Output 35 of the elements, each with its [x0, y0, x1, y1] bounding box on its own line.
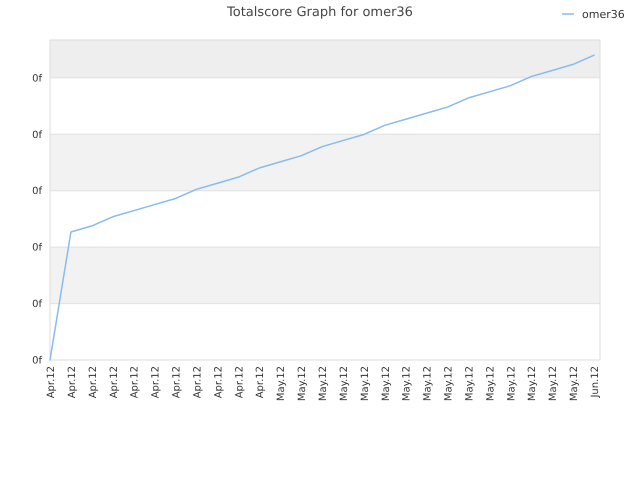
- chart-title: Totalscore Graph for omer36: [226, 5, 413, 20]
- x-tick-label: May.12: [548, 366, 560, 402]
- x-tick-label: May.12: [422, 366, 434, 402]
- text: 0f: [32, 242, 42, 254]
- x-tick-label: May.12: [485, 366, 496, 402]
- text: 0f: [32, 73, 42, 84]
- x-tick-label: Apr.12: [192, 366, 204, 398]
- x-tick-label: May.12: [276, 366, 288, 402]
- x-tick-label: Apr.12: [213, 366, 224, 398]
- legend-label: omer36: [582, 8, 625, 21]
- text: 0f: [32, 130, 42, 141]
- x-tick-label: Apr.12: [66, 366, 78, 398]
- x-tick-label: May.12: [338, 366, 350, 402]
- x-tick-label: May.12: [318, 366, 329, 402]
- x-tick-label: May.12: [506, 366, 518, 402]
- x-tick-label: May.12: [527, 366, 538, 402]
- x-tick-label: Apr.12: [46, 366, 57, 398]
- text: 0f: [32, 356, 42, 366]
- x-tick-label: May.12: [297, 366, 308, 402]
- x-tick-label: May.12: [444, 366, 455, 402]
- x-tick-label: Apr.12: [108, 366, 120, 398]
- x-tick-label: May.12: [360, 366, 371, 402]
- x-tick-label: Apr.12: [172, 366, 183, 398]
- x-tick-label: May.12: [380, 366, 392, 402]
- x-tick-label: Jun.12: [590, 366, 601, 399]
- x-tick-label: Apr.12: [150, 366, 162, 398]
- x-tick-label: Apr.12: [88, 366, 99, 398]
- x-tick-label: May.12: [402, 366, 413, 402]
- x-tick-label: Apr.12: [234, 366, 246, 398]
- text: 0f: [32, 299, 42, 310]
- x-tick-label: May.12: [569, 366, 580, 402]
- x-tick-label: Apr.12: [130, 366, 141, 398]
- text: 0f: [32, 186, 42, 198]
- x-tick-label: May.12: [464, 366, 476, 402]
- x-tick-label: Apr.12: [255, 366, 266, 398]
